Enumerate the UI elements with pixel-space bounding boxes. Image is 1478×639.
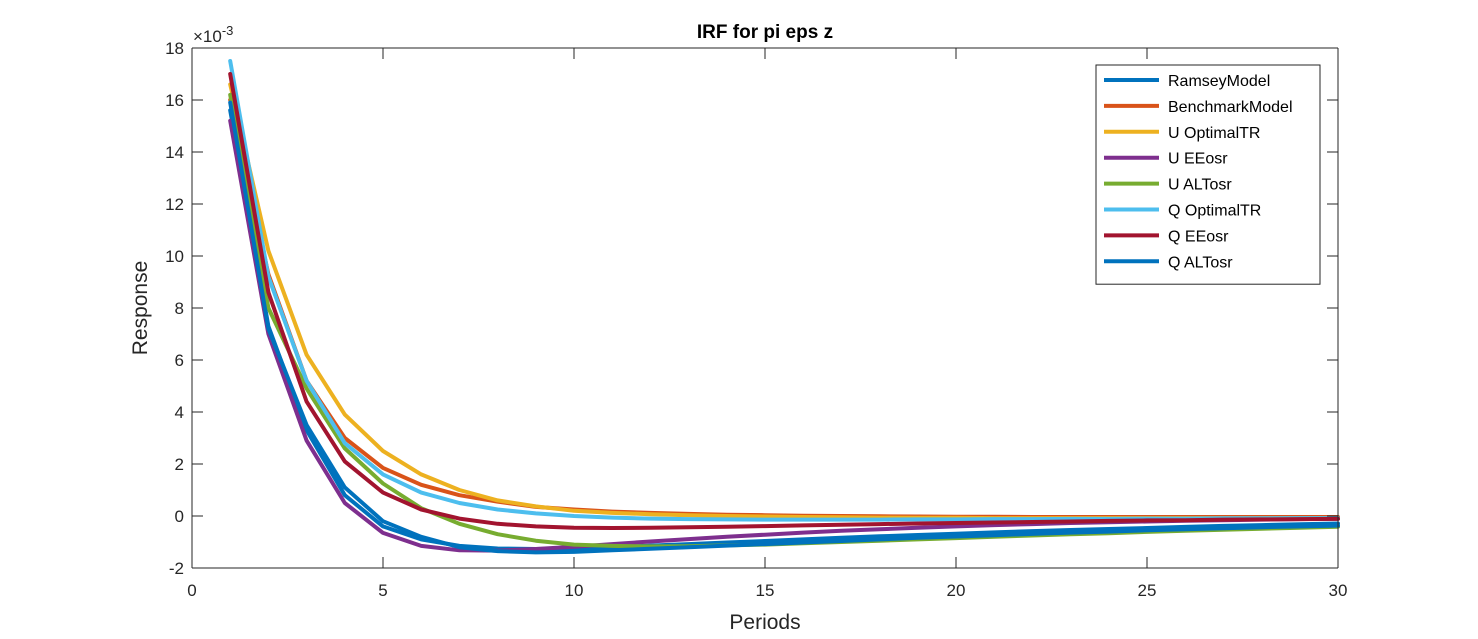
y-tick-label: 10 <box>165 247 184 266</box>
series-line-ramseymodel <box>228 108 1340 551</box>
y-tick-label: -2 <box>169 559 184 578</box>
y-tick-label: 6 <box>175 351 184 370</box>
legend-entry-label: U EEosr <box>1168 151 1228 168</box>
y-tick-label: 2 <box>175 455 184 474</box>
x-tick-label: 10 <box>565 581 584 600</box>
legend: RamseyModel BenchmarkModel U OptimalTR U EE… <box>1095 64 1321 285</box>
y-axis-label: Response <box>129 261 152 356</box>
y-axis-exponent: ×10-3 <box>193 23 233 46</box>
legend-entry-label: Q ALTosr <box>1168 254 1233 271</box>
y-tick-label: 16 <box>165 91 184 110</box>
x-axis-label: Periods <box>729 611 800 634</box>
series-lines <box>228 59 1340 555</box>
x-axis-ticks: 0 5 10 15 20 25 30 <box>187 48 1347 600</box>
x-tick-label: 5 <box>378 581 387 600</box>
series-line-q-eeosr <box>228 72 1340 530</box>
legend-box <box>1095 64 1321 285</box>
x-tick-label: 30 <box>1329 581 1348 600</box>
legend-entry-label: RamseyModel <box>1168 73 1270 90</box>
y-tick-label: 0 <box>175 507 184 526</box>
y-tick-label: 8 <box>175 299 184 318</box>
y-tick-label: 4 <box>175 403 184 422</box>
legend-entry-label: BenchmarkModel <box>1168 99 1293 116</box>
y-tick-label: 18 <box>165 39 184 58</box>
y-tick-label: 12 <box>165 195 184 214</box>
y-tick-label: 14 <box>165 143 184 162</box>
y-exponent-power: -3 <box>222 23 234 38</box>
x-tick-label: 20 <box>947 581 966 600</box>
series-line-q-altosr <box>228 100 1340 555</box>
legend-entry-label: Q EEosr <box>1168 228 1229 245</box>
y-exponent-base: ×10 <box>193 27 222 46</box>
legend-entry-label: U OptimalTR <box>1168 125 1260 142</box>
y-axis-ticks: -2 0 2 4 6 8 10 12 14 16 18 <box>165 39 1338 578</box>
legend-entry-label: U ALTosr <box>1168 177 1232 194</box>
chart-title: IRF for pi eps z <box>697 22 833 43</box>
legend-entry-label: Q OptimalTR <box>1168 203 1261 220</box>
x-tick-label: 0 <box>187 581 196 600</box>
x-tick-label: 15 <box>756 581 775 600</box>
x-tick-label: 25 <box>1138 581 1157 600</box>
